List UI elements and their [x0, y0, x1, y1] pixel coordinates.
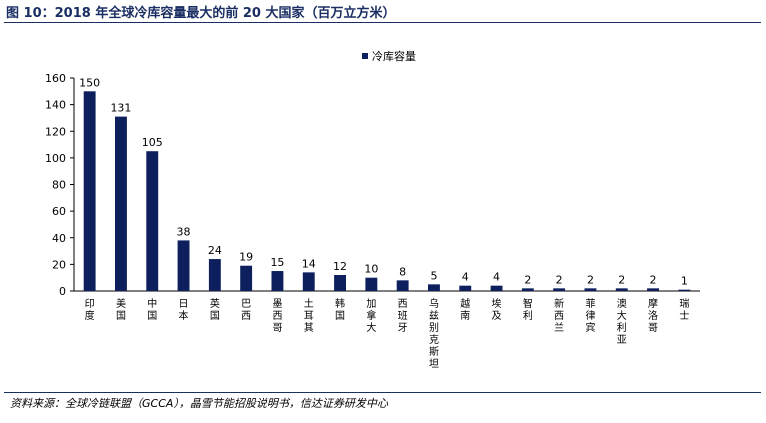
data-label: 150: [79, 76, 100, 89]
y-tick-label: 140: [45, 99, 66, 112]
data-label: 19: [239, 251, 253, 264]
bar: [647, 288, 659, 291]
y-tick-label: 160: [45, 72, 66, 85]
category-label: 美国: [116, 297, 126, 322]
bar: [490, 285, 503, 291]
y-tick-label: 100: [45, 152, 66, 165]
data-label: 10: [364, 263, 378, 276]
bar: [615, 288, 628, 291]
legend: 冷库容量: [362, 49, 416, 63]
bar: [334, 275, 346, 291]
data-label: 4: [462, 271, 469, 284]
bar: [302, 272, 315, 291]
data-label: 38: [177, 225, 191, 238]
y-tick-label: 80: [52, 179, 66, 192]
data-label: 2: [524, 273, 531, 286]
data-label: 2: [556, 273, 563, 286]
category-label: 土耳其: [304, 297, 314, 334]
bar: [240, 265, 253, 291]
category-label: 加拿大: [366, 298, 376, 334]
data-label: 15: [270, 256, 284, 269]
y-tick-label: 60: [52, 205, 66, 218]
category-label: 澳大利亚: [617, 297, 627, 346]
data-label: 2: [618, 273, 625, 286]
bar: [83, 91, 96, 291]
bar: [521, 288, 534, 291]
data-label: 105: [142, 136, 163, 149]
category-label: 英国: [210, 297, 220, 322]
y-tick-label: 0: [59, 285, 66, 298]
category-label: 新西兰: [554, 297, 564, 334]
bar-series: [83, 91, 691, 291]
title-divider: [4, 22, 761, 23]
bar: [678, 289, 691, 291]
category-label: 菲律宾: [585, 298, 595, 334]
y-tick-label: 20: [52, 258, 66, 271]
category-label: 越南: [460, 297, 470, 322]
y-tick-label: 120: [45, 125, 66, 138]
bar: [146, 151, 159, 291]
category-label: 智利: [523, 297, 533, 322]
data-labels: 150 131 105 38 24 19 15 14 12 10 8 5 4 4 2 2 2 2 2 1: [79, 76, 688, 287]
category-label: 巴西: [241, 298, 251, 322]
bar: [177, 240, 190, 291]
bar: [553, 288, 566, 291]
data-label: 1: [681, 275, 688, 288]
data-label: 2: [650, 273, 657, 286]
data-label: 5: [430, 269, 437, 282]
y-tick-label: 40: [52, 232, 66, 245]
data-label: 24: [208, 244, 222, 257]
data-label: 12: [333, 260, 347, 273]
data-label: 4: [493, 271, 500, 284]
bar: [584, 288, 597, 291]
category-label: 乌兹别克斯坦: [429, 297, 439, 370]
y-axis: 0 20 40 60 80 100 120 140 160: [45, 72, 75, 298]
category-label: 中国: [147, 297, 157, 322]
category-label: 埃及: [492, 297, 502, 322]
category-label: 摩洛哥: [648, 297, 658, 334]
bar: [271, 271, 284, 291]
source-divider: [4, 392, 761, 393]
category-label: 西班牙: [398, 299, 408, 334]
data-label: 8: [399, 265, 406, 278]
chart-title: 图 10：2018 年全球冷库容量最大的前 20 大国家（百万立方米）: [6, 6, 396, 21]
bar: [428, 284, 440, 291]
category-label: 印度: [85, 298, 95, 322]
legend-swatch: [362, 53, 368, 59]
category-label: 瑞士: [679, 298, 689, 322]
bar: [365, 277, 378, 291]
category-label: 日本: [179, 299, 189, 322]
bar: [208, 259, 221, 291]
bar: [396, 280, 409, 291]
bar: [459, 285, 472, 291]
bar: [115, 116, 127, 291]
source-note: 资料来源：全球冷链联盟（GCCA），晶雪节能招股说明书，信达证券研发中心: [10, 397, 388, 410]
data-label: 14: [302, 257, 316, 270]
category-label: 韩国: [335, 297, 345, 322]
category-label: 墨西哥: [272, 298, 282, 334]
data-label: 2: [587, 273, 594, 286]
data-label: 131: [110, 102, 131, 115]
legend-label: 冷库容量: [372, 49, 416, 63]
